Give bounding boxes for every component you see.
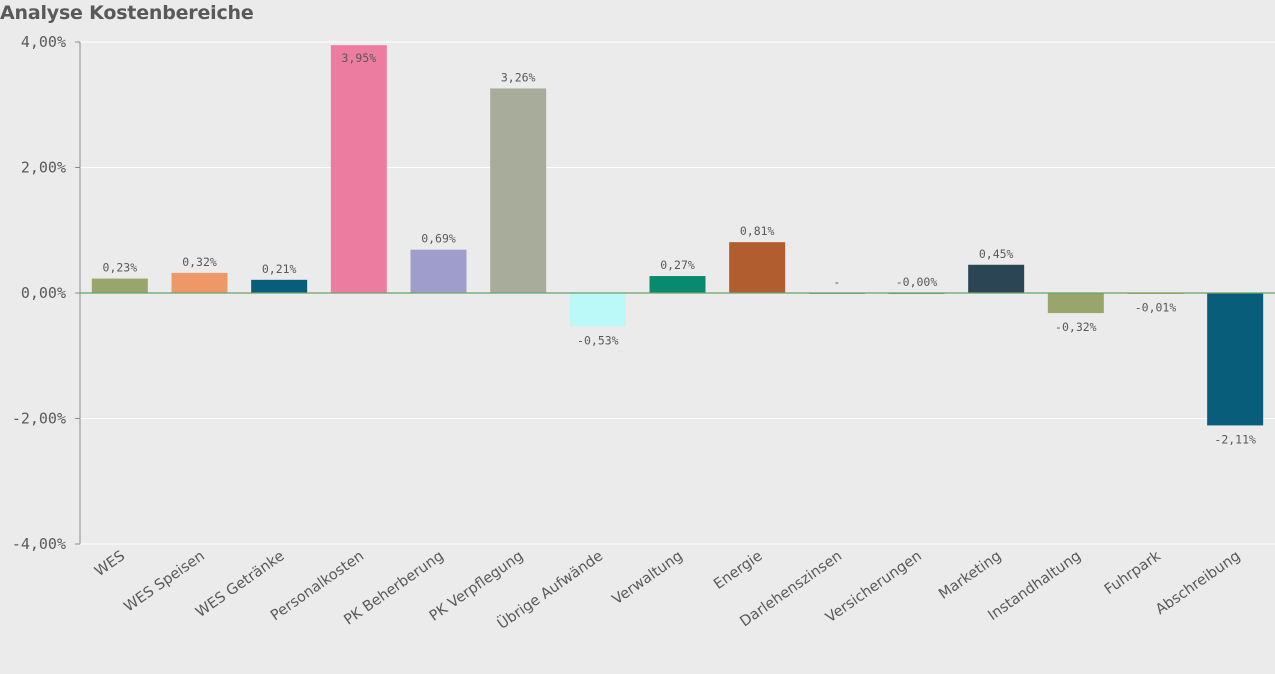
data-label-6: 3,26% (501, 70, 536, 84)
x-tick-label: Marketing (936, 548, 1004, 603)
bar-1 (91, 278, 148, 293)
x-tick-label: Verwaltung (610, 548, 686, 608)
data-label-3: 0,21% (262, 262, 297, 276)
data-label-4: 3,95% (342, 51, 377, 65)
data-label-7: -0,53% (577, 333, 619, 347)
data-label-2: 0,32% (182, 255, 217, 269)
data-label-14: -0,01% (1135, 301, 1177, 315)
x-tick-label: Fuhrpark (1102, 548, 1164, 598)
bar-8 (649, 276, 706, 293)
data-label-12: 0,45% (979, 247, 1014, 261)
x-tick-label: WES (92, 548, 128, 580)
data-label-15: -2,11% (1214, 432, 1256, 446)
bar-7 (569, 293, 626, 327)
bar-12 (968, 264, 1025, 293)
y-tick-label: -4,00% (12, 535, 66, 553)
y-tick-label: -2,00% (12, 410, 66, 428)
data-label-1: 0,23% (103, 261, 138, 275)
bar-4 (330, 45, 387, 294)
bar-2 (171, 272, 228, 293)
x-tick-label: WES Speisen (121, 548, 207, 615)
bar-13 (1047, 293, 1104, 314)
bar-9 (729, 242, 786, 293)
y-tick-label: 2,00% (21, 159, 66, 177)
y-tick-label: 4,00% (21, 33, 66, 51)
data-label-13: -0,32% (1055, 320, 1097, 334)
x-tick-label: Abschreibung (1153, 548, 1243, 618)
bar-6 (490, 88, 547, 293)
data-label-9: 0,81% (740, 224, 775, 238)
bar-15 (1207, 293, 1264, 426)
y-tick-label: 0,00% (21, 284, 66, 302)
data-label-11: -0,00% (896, 275, 938, 289)
data-label-5: 0,69% (421, 232, 456, 246)
data-label-8: 0,27% (660, 258, 695, 272)
x-tick-label: Energie (711, 548, 765, 593)
bar-5 (410, 249, 467, 293)
chart-title: Analyse Kostenbereiche (0, 2, 254, 24)
data-label-10: - (833, 275, 840, 289)
bar-3 (251, 279, 308, 293)
